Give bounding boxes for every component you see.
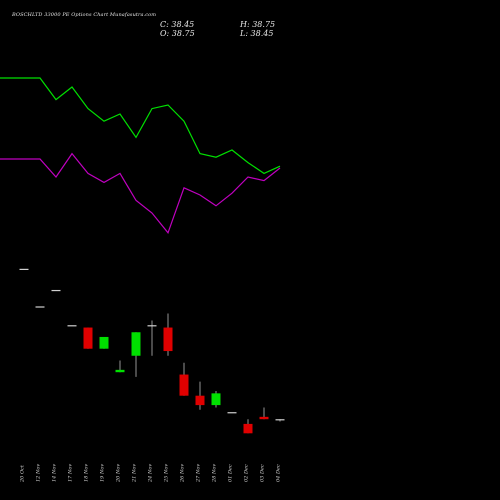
candle-20-oct (19, 268, 29, 270)
candle-20-nov (115, 360, 125, 373)
candle-01-dec (227, 412, 237, 414)
candle-body (179, 374, 189, 396)
x-tick-label: 24 Nov (148, 464, 154, 483)
candle-17-nov (67, 325, 77, 327)
candle-body (83, 327, 93, 349)
candle-body (19, 268, 29, 270)
candle-body (163, 327, 173, 352)
candle-body (195, 395, 205, 406)
candle-body (51, 289, 61, 292)
ohlc-close: C: 38.45 (160, 20, 195, 29)
candle-body (259, 416, 269, 420)
x-tick-label: 18 Nov (84, 464, 90, 482)
candle-body (67, 325, 77, 327)
candle-28-nov (211, 391, 221, 408)
x-tick-label: 20 Oct (20, 464, 26, 483)
x-tick-label: 12 Nov (36, 464, 42, 482)
x-tick-label: 02 Dec (244, 464, 250, 482)
chart-title: BOSCHLTD 33000 PE Options Chart Munafasu… (12, 12, 157, 18)
indicator-line-2 (0, 152, 281, 235)
x-tick-label: 26 Nov (180, 464, 186, 483)
candle-body (131, 332, 141, 356)
candle-24-nov (147, 320, 157, 356)
ohlc-open: O: 38.75 (160, 29, 195, 38)
x-tick-label: 21 Nov (132, 464, 138, 483)
candle-21-nov (131, 332, 141, 377)
x-tick-label: 20 Nov (116, 464, 122, 483)
candle-04-dec (275, 419, 285, 422)
candle-03-dec (259, 407, 269, 420)
x-tick-label: 03 Dec (260, 464, 266, 482)
x-tick-label: 28 Nov (212, 464, 218, 483)
ohlc-low: L: 38.45 (240, 29, 274, 38)
candle-02-dec (243, 419, 253, 434)
candle-26-nov (179, 362, 189, 396)
candle-12-nov (35, 306, 45, 308)
indicator-line-1 (0, 77, 281, 175)
ohlc-high: H: 38.75 (240, 20, 276, 29)
candle-body (275, 419, 285, 421)
x-tick-label: 04 Dec (276, 464, 282, 482)
x-tick-label: 19 Nov (100, 464, 106, 482)
candle-14-nov (51, 289, 61, 292)
candle-body (35, 306, 45, 308)
candle-body (115, 369, 125, 373)
x-tick-label: 27 Nov (196, 464, 202, 483)
candle-27-nov (195, 381, 205, 410)
candle-body (99, 336, 109, 349)
x-tick-label: 14 Nov (52, 464, 58, 482)
x-tick-label: 17 Nov (68, 464, 74, 482)
candle-25-nov (163, 313, 173, 356)
candle-18-nov (83, 327, 93, 349)
candle-body (147, 325, 157, 327)
candle-19-nov (99, 336, 109, 349)
candle-body (243, 423, 253, 434)
x-tick-label: 01 Dec (228, 464, 234, 482)
candle-body (227, 412, 237, 414)
x-tick-label: 25 Nov (164, 464, 170, 483)
candle-body (211, 393, 221, 406)
